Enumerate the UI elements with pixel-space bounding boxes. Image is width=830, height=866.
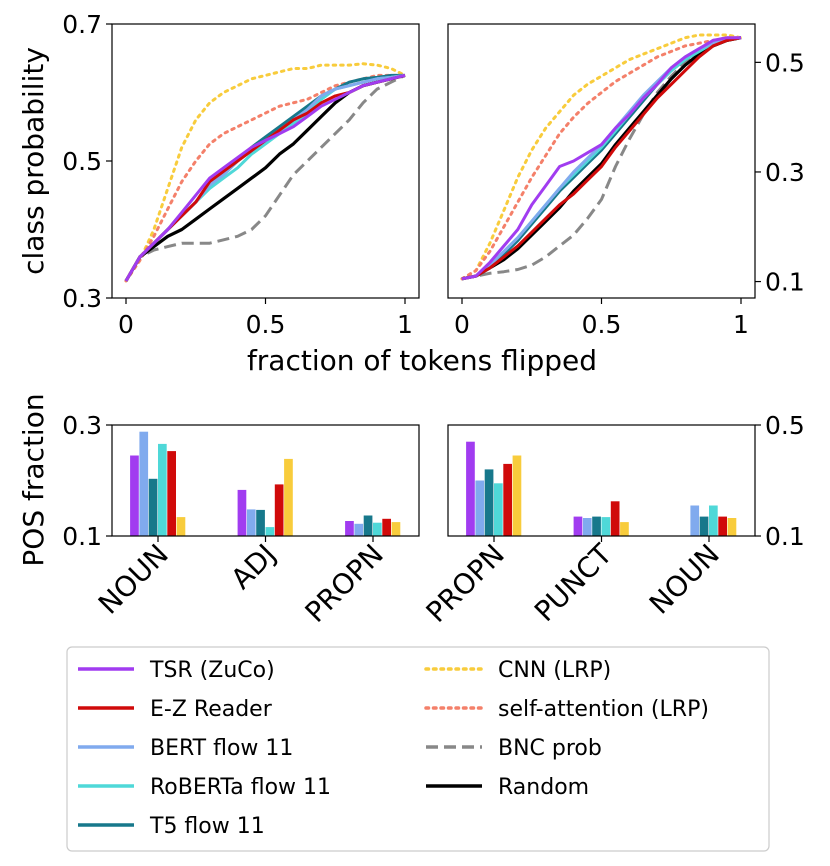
series-line-self-attention-lrp xyxy=(460,36,743,281)
series-line-tsr-zuco xyxy=(124,73,406,282)
legend-label-bnc-prob: BNC prob xyxy=(498,736,602,761)
y-tick-label: 0.3 xyxy=(765,158,805,187)
series-line-t5-flow-11 xyxy=(461,36,742,281)
series-line-bert-flow-11 xyxy=(124,73,406,282)
x-category-label: PROPN xyxy=(299,538,390,629)
bottom-y-axis-label: POS fraction xyxy=(17,393,50,566)
bar-propn-e-z-reader xyxy=(503,463,512,536)
series-line-self-attention-lrp xyxy=(124,73,407,283)
series-line-bnc-prob xyxy=(124,74,406,282)
bar-propn-t5-flow-11 xyxy=(484,469,494,536)
y-tick-label: 0.1 xyxy=(765,268,805,297)
bar-punct-cnn-lrp xyxy=(620,522,629,536)
top-right-line-panel: 0.1 0.3 0.5 0 0.5 1 xyxy=(447,23,805,339)
bar-adj-t5-flow-11 xyxy=(256,509,265,536)
top-y-axis-label: class probability xyxy=(17,47,50,275)
x-tick-label: 0 xyxy=(118,310,134,339)
bar-punct-e-z-reader xyxy=(610,501,620,536)
x-category-label: NOUN xyxy=(643,538,726,621)
series-line-tsr-zuco xyxy=(461,36,741,281)
bar-propn-cnn-lrp xyxy=(391,522,401,536)
bar-noun-bert-flow-11 xyxy=(690,505,700,536)
y-tick-label: 0.3 xyxy=(62,411,102,440)
bar-noun-cnn-lrp xyxy=(176,517,186,536)
x-category-label: NOUN xyxy=(92,538,175,621)
x-tick-label: 1 xyxy=(733,310,749,339)
x-category-label: PUNCT xyxy=(528,537,619,628)
bar-punct-roberta-flow-11 xyxy=(601,517,611,536)
legend-label-t5-flow-11: T5 flow 11 xyxy=(149,814,265,839)
legend-label-self-attention-lrp: self-attention (LRP) xyxy=(498,697,709,722)
bar-noun-cnn-lrp xyxy=(727,518,737,536)
x-category-label: PROPN xyxy=(420,538,511,629)
top-x-axis-label: fraction of tokens flipped xyxy=(247,344,597,377)
bar-punct-tsr-zuco xyxy=(573,516,583,536)
bar-propn-cnn-lrp xyxy=(512,455,522,536)
legend-label-roberta-flow-11: RoBERTa flow 11 xyxy=(150,775,331,800)
series-line-t5-flow-11 xyxy=(124,73,405,282)
bar-propn-t5-flow-11 xyxy=(363,515,373,536)
bar-adj-roberta-flow-11 xyxy=(265,527,275,536)
x-tick-label: 0.5 xyxy=(246,310,286,339)
series-line-random xyxy=(124,73,406,282)
y-tick-label: 0.5 xyxy=(62,147,102,176)
bar-propn-roberta-flow-11 xyxy=(373,522,382,536)
legend-label-e-z-reader: E-Z Reader xyxy=(150,697,273,722)
bar-noun-roberta-flow-11 xyxy=(709,505,718,536)
series-line-cnn-lrp xyxy=(460,33,743,281)
x-category-label: ADJ xyxy=(224,538,282,596)
bar-propn-bert-flow-11 xyxy=(354,523,364,536)
series-line-e-z-reader xyxy=(124,73,406,282)
bar-propn-e-z-reader xyxy=(382,518,391,536)
bottom-right-bar-panel: 0.1 0.5 PROPN PUNCT NOUN xyxy=(420,411,805,629)
bar-propn-tsr-zuco xyxy=(345,521,354,536)
bar-propn-tsr-zuco xyxy=(466,441,475,536)
bar-propn-bert-flow-11 xyxy=(475,480,485,536)
bar-noun-e-z-reader xyxy=(167,451,176,536)
top-left-line-panel: 0.3 0.5 0.7 0 0.5 1 xyxy=(62,10,420,339)
y-tick-label: 0.5 xyxy=(765,48,805,77)
bar-noun-roberta-flow-11 xyxy=(158,443,167,536)
legend-frame xyxy=(66,646,770,852)
y-tick-label: 0.1 xyxy=(765,522,805,551)
bar-punct-bert-flow-11 xyxy=(582,518,592,536)
x-tick-label: 1 xyxy=(397,310,413,339)
legend-label-cnn-lrp: CNN (LRP) xyxy=(498,658,611,683)
series-line-roberta-flow-11 xyxy=(124,73,406,282)
bar-adj-tsr-zuco xyxy=(237,489,247,536)
series-line-e-z-reader xyxy=(461,36,742,281)
x-tick-label: 0.5 xyxy=(582,310,622,339)
bar-adj-cnn-lrp xyxy=(284,458,293,536)
y-tick-label: 0.3 xyxy=(62,284,102,313)
series-line-cnn-lrp xyxy=(124,62,407,283)
series-line-bnc-prob xyxy=(461,36,742,281)
y-tick-label: 0.5 xyxy=(765,411,805,440)
bar-punct-t5-flow-11 xyxy=(592,516,601,536)
legend: TSR (ZuCo) E-Z Reader BERT flow 11 RoBERTa … xyxy=(66,646,770,852)
bar-noun-e-z-reader xyxy=(718,516,727,536)
x-tick-label: 0 xyxy=(454,310,470,339)
legend-label-tsr-zuco: TSR (ZuCo) xyxy=(149,658,275,683)
bottom-left-bar-panel: 0.1 0.3 NOUN ADJ PROPN xyxy=(62,411,420,629)
bar-noun-bert-flow-11 xyxy=(139,431,149,536)
bar-noun-tsr-zuco xyxy=(130,455,139,536)
series-line-bert-flow-11 xyxy=(461,36,742,281)
y-tick-label: 0.1 xyxy=(62,522,102,551)
bar-adj-e-z-reader xyxy=(274,484,284,536)
bar-propn-roberta-flow-11 xyxy=(494,483,503,536)
bar-adj-bert-flow-11 xyxy=(246,509,256,536)
series-line-random xyxy=(461,36,742,281)
series-line-roberta-flow-11 xyxy=(461,36,742,281)
bar-noun-t5-flow-11 xyxy=(148,478,158,536)
bar-noun-t5-flow-11 xyxy=(699,516,709,536)
legend-label-bert-flow-11: BERT flow 11 xyxy=(150,736,293,761)
y-tick-label: 0.7 xyxy=(62,10,102,39)
legend-label-random: Random xyxy=(498,775,589,800)
